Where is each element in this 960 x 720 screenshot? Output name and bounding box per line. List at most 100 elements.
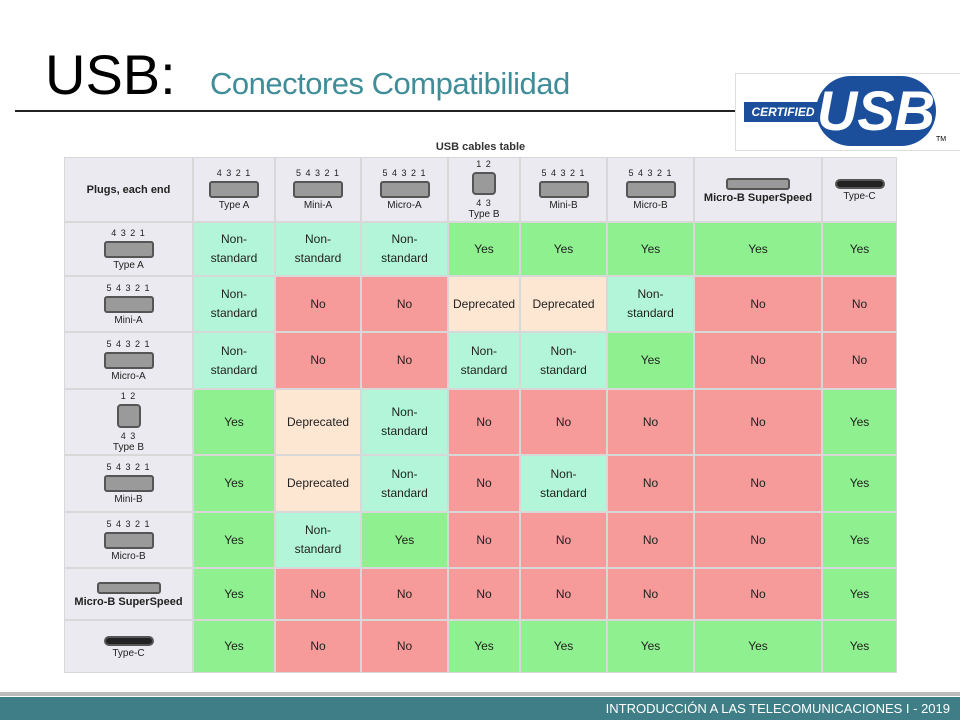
compat-cell: Yes [448, 620, 520, 673]
pin-numbers: 4 3 2 1 [111, 227, 146, 238]
pin-numbers: 5 4 3 2 1 [541, 168, 586, 178]
plug-icon [103, 531, 154, 549]
compat-value: No [476, 414, 492, 429]
plug-label: Type A [218, 200, 250, 211]
compat-value: No [750, 414, 766, 429]
plug-icon [103, 475, 154, 492]
compat-cell: Non-standard [193, 222, 275, 276]
compat-cell: No [607, 389, 694, 455]
pin-numbers: 5 4 3 2 1 [106, 339, 151, 349]
compat-cell: Non-standard [361, 389, 448, 455]
compat-value: No [642, 414, 659, 429]
compat-value: Non-standard [381, 466, 428, 500]
compat-value: Yes [553, 241, 574, 256]
compat-cell: No [607, 512, 694, 568]
pin-numbers: 1 2 [476, 159, 492, 169]
compat-cell: No [607, 568, 694, 620]
compat-cell: Yes [822, 512, 897, 568]
compat-cell: No [520, 389, 607, 455]
compat-value: No [396, 586, 413, 601]
column-header: Type-C [822, 157, 897, 222]
compat-cell: No [361, 332, 448, 389]
compat-cell: Yes [520, 620, 607, 673]
compat-value: Yes [224, 414, 244, 429]
compat-value: Yes [224, 586, 244, 601]
column-header: 5 4 3 2 1 Micro-B [607, 157, 694, 222]
compat-cell: Non-standard [520, 332, 607, 389]
plug-label: Micro-A [387, 200, 422, 211]
compat-value: No [750, 296, 766, 311]
plug-icon [379, 181, 430, 198]
compat-value: Deprecated [532, 296, 595, 311]
compat-cell: No [448, 512, 520, 568]
compat-cell: Deprecated [448, 276, 520, 332]
compat-value: No [750, 476, 766, 490]
compat-value: Yes [849, 241, 870, 256]
compat-cell: No [520, 568, 607, 620]
compat-cell: No [822, 276, 897, 332]
compat-value: Non-standard [294, 232, 342, 265]
compat-value: Yes [748, 241, 768, 256]
compat-cell: Yes [448, 222, 520, 276]
compat-value: No [310, 586, 326, 601]
compat-cell: No [694, 455, 822, 512]
compat-cell: No [822, 332, 897, 389]
compat-cell: Yes [822, 455, 897, 512]
plug-icon [209, 181, 259, 198]
compat-cell: Yes [361, 512, 448, 568]
plug-icon [103, 352, 154, 369]
plug-label: Micro-B [111, 550, 146, 562]
compat-value: Yes [224, 639, 244, 653]
compat-value: Yes [849, 639, 870, 653]
compat-value: Deprecated [287, 414, 350, 429]
compat-value: No [555, 532, 572, 547]
compat-value: No [750, 353, 766, 367]
column-header: Micro-B SuperSpeed [694, 157, 822, 222]
compat-cell: Non-standard [361, 222, 448, 276]
compat-cell: No [448, 568, 520, 620]
column-header: 5 4 3 2 1 Mini-A [275, 157, 361, 222]
compat-cell: No [275, 568, 361, 620]
plug-label: Mini-B [549, 200, 578, 211]
compat-value: No [310, 353, 326, 367]
compat-value: No [642, 586, 659, 601]
compat-value: Yes [394, 532, 415, 547]
compat-value: Non-standard [460, 343, 508, 377]
logo-certified: CERTIFIED [744, 102, 822, 122]
compat-cell: No [694, 512, 822, 568]
plug-label: Type-C [112, 647, 145, 659]
row-header: 1 2 4 3 Type B [64, 389, 193, 455]
compat-cell: Non-standard [361, 455, 448, 512]
compat-cell: Yes [822, 620, 897, 673]
compat-value: No [851, 296, 868, 311]
compat-value: No [476, 586, 492, 601]
logo: CERTIFIED USB TM [735, 73, 960, 151]
compat-value: No [750, 586, 766, 601]
compat-value: No [750, 532, 766, 547]
corner-label: Plugs, each end [86, 183, 171, 196]
compat-value: Yes [849, 586, 870, 601]
footer-bar: INTRODUCCIÓN A LAS TELECOMUNICACIONES I … [0, 697, 960, 720]
compat-value: Non-standard [210, 343, 258, 377]
row-header: 5 4 3 2 1 Micro-A [64, 332, 193, 389]
pin-numbers: 5 4 3 2 1 [382, 168, 427, 178]
plug-icon [103, 635, 154, 646]
compat-cell: No [694, 568, 822, 620]
compat-value: Yes [849, 414, 870, 429]
pin-numbers: 5 4 3 2 1 [106, 462, 151, 472]
compat-cell: Deprecated [275, 389, 361, 455]
column-header: 5 4 3 2 1 Micro-A [361, 157, 448, 222]
footer-rule [0, 692, 960, 696]
plug-icon [538, 181, 589, 198]
compat-value: No [396, 296, 413, 311]
plug-icon [625, 181, 676, 198]
compat-cell: No [361, 276, 448, 332]
compat-value: No [476, 532, 492, 547]
title-rule [15, 110, 735, 112]
compat-cell: Yes [607, 332, 694, 389]
compat-cell: Yes [822, 222, 897, 276]
column-header: 1 2 4 3 Type B [448, 157, 520, 222]
plug-icon [293, 181, 343, 198]
compat-cell: Yes [822, 568, 897, 620]
pin-numbers: 4 3 2 1 [216, 168, 252, 178]
